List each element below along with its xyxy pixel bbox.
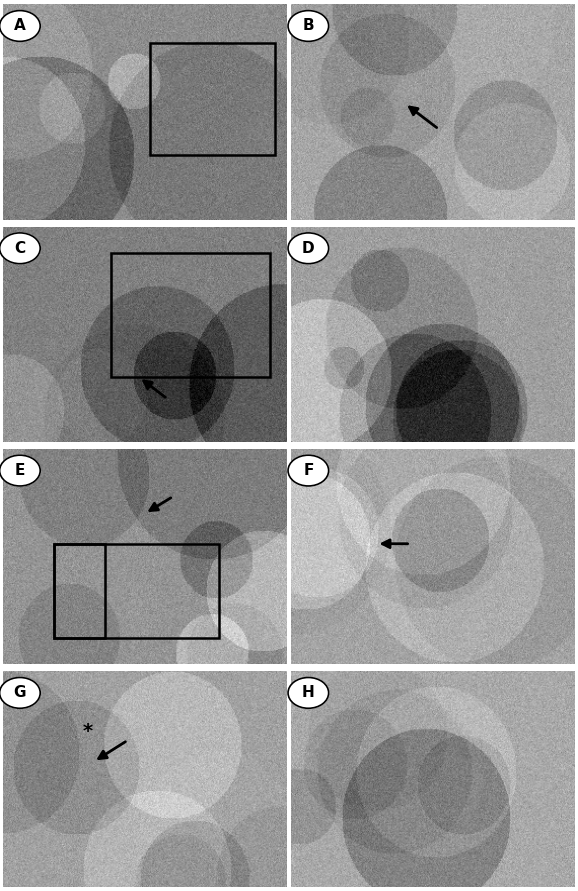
Text: D: D <box>302 241 314 256</box>
Circle shape <box>288 11 329 41</box>
Circle shape <box>0 455 40 486</box>
Bar <box>111 252 270 378</box>
Circle shape <box>288 233 329 264</box>
Circle shape <box>0 233 40 264</box>
Bar <box>54 544 105 639</box>
Circle shape <box>288 455 329 486</box>
Text: B: B <box>302 19 314 34</box>
Text: H: H <box>302 685 314 700</box>
Circle shape <box>0 677 40 708</box>
Circle shape <box>0 11 40 41</box>
Bar <box>150 43 275 155</box>
Text: E: E <box>14 463 25 478</box>
Circle shape <box>288 677 329 708</box>
Text: A: A <box>14 19 26 34</box>
Text: *: * <box>83 722 93 741</box>
Bar <box>54 544 218 639</box>
Text: F: F <box>303 463 313 478</box>
Text: G: G <box>14 685 26 700</box>
Text: C: C <box>14 241 25 256</box>
